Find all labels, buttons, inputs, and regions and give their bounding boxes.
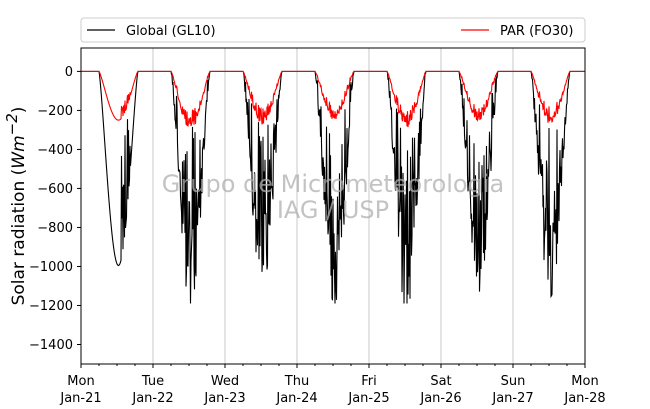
y-tick-label: −1200 <box>29 299 73 314</box>
x-tick-label-date: Jan-27 <box>491 391 533 406</box>
y-tick-label: −800 <box>37 221 73 236</box>
y-tick-label: −600 <box>37 182 73 197</box>
y-axis-label-exponent: −2 <box>3 113 21 135</box>
y-tick-label: −400 <box>37 143 73 158</box>
x-tick-label-day: Sat <box>430 374 451 389</box>
y-axis-label-close: ) <box>9 107 29 114</box>
x-axis: Mon Jan-21 Tue Jan-22 Wed Jan-23 Thu Jan-24 Fri J… <box>59 364 606 406</box>
legend-label-par: PAR (FO30) <box>500 24 573 39</box>
legend: Global (GL10) PAR (FO30) <box>80 17 586 43</box>
y-tick-label: −200 <box>37 104 73 119</box>
x-tick-label-date: Jan-25 <box>347 391 389 406</box>
x-tick-label-day: Wed <box>211 374 239 389</box>
y-axis-label-unit: Wm <box>9 135 29 168</box>
x-tick-label-day: Sun <box>501 374 526 389</box>
legend-box <box>80 17 586 43</box>
y-axis: 0 −200 −400 −600 −800 −1000 −1200 −1400 <box>29 65 81 353</box>
x-tick-label-date: Jan-24 <box>275 391 317 406</box>
x-tick-label-day: Mon <box>67 374 94 389</box>
watermark-line-1: Grupo de Micrometeorologia <box>162 170 504 198</box>
x-tick-label-date: Jan-21 <box>59 391 101 406</box>
x-tick-label-date: Jan-26 <box>419 391 461 406</box>
x-tick-label-date: Jan-23 <box>203 391 245 406</box>
y-tick-label: −1400 <box>29 338 73 353</box>
watermark: Grupo de Micrometeorologia IAG / USP <box>162 170 504 224</box>
y-tick-label: −1000 <box>29 260 73 275</box>
x-tick-label-date: Jan-28 <box>563 391 605 406</box>
x-tick-label-day: Mon <box>571 374 598 389</box>
y-axis-label-main: Solar radiation ( <box>9 169 29 306</box>
legend-label-global: Global (GL10) <box>126 24 216 39</box>
gridlines <box>152 48 514 364</box>
series-layer <box>81 70 585 304</box>
series-line-par <box>81 70 585 128</box>
x-tick-label-date: Jan-22 <box>131 391 173 406</box>
watermark-line-2: IAG / USP <box>277 196 389 224</box>
y-tick-label: 0 <box>65 65 73 80</box>
x-tick-label-day: Fri <box>361 374 377 389</box>
x-tick-label-day: Tue <box>141 374 164 389</box>
x-tick-label-day: Thu <box>284 374 309 389</box>
y-axis-label: Solar radiation (Wm−2) <box>3 107 29 306</box>
